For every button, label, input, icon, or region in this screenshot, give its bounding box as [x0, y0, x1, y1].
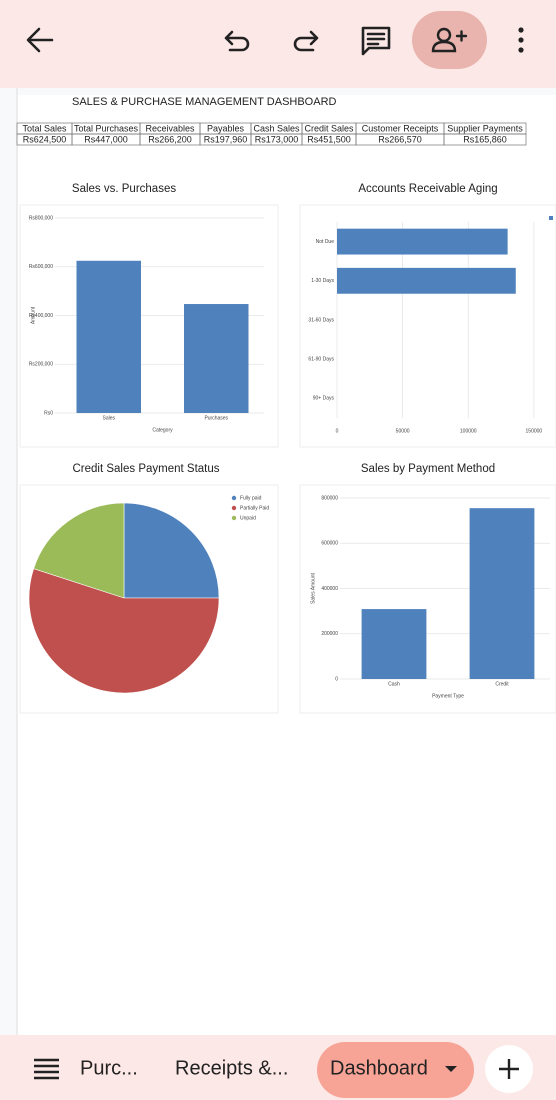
- value-cell: Rs266,200: [148, 134, 192, 144]
- back-button[interactable]: [26, 27, 54, 53]
- bar: [337, 228, 508, 255]
- legend-label: Fully paid: [240, 495, 262, 501]
- chart-title: Accounts Receivable Aging: [358, 183, 497, 195]
- active-tab[interactable]: [317, 1042, 474, 1098]
- chart-title: Sales vs. Purchases: [72, 183, 176, 195]
- sheet-tab[interactable]: Dashboard: [330, 1057, 428, 1079]
- x-tick-label: Cash: [388, 681, 400, 687]
- header-cell: Cash Sales: [253, 123, 300, 133]
- pie-slice: [123, 502, 220, 599]
- value-cell: Rs447,000: [84, 134, 128, 144]
- share-button[interactable]: [412, 11, 487, 69]
- tab-menu-arrow[interactable]: [445, 1066, 457, 1072]
- value-cell: Rs624,500: [23, 134, 67, 144]
- y-tick-label: 61-90 Days: [308, 357, 334, 363]
- row-gutter: [0, 88, 17, 1035]
- value-cell: Rs165,860: [463, 134, 507, 144]
- sheet-tab[interactable]: Purc...: [80, 1057, 138, 1079]
- bar: [469, 508, 535, 679]
- value-cell: Rs173,000: [255, 134, 299, 144]
- x-tick-label: Purchases: [204, 415, 228, 421]
- bar: [337, 267, 516, 294]
- x-tick-label: Credit: [495, 681, 509, 687]
- y-tick-label: Not Due: [316, 239, 335, 245]
- legend-label: Partially Paid: [240, 505, 269, 511]
- bar: [184, 304, 249, 413]
- y-tick-label: 1-30 Days: [311, 278, 334, 284]
- chart-title: Sales by Payment Method: [361, 463, 495, 475]
- y-tick-label: Rs600,000: [29, 264, 53, 270]
- header-cell: Customer Receipts: [362, 123, 439, 133]
- y-tick-label: Rs400,000: [29, 313, 53, 319]
- value-cell: Rs266,570: [378, 134, 422, 144]
- bar: [361, 609, 427, 679]
- y-tick-label: Rs800,000: [29, 215, 53, 221]
- y-tick-label: Rs200,000: [29, 362, 53, 368]
- add-icon: [499, 1059, 519, 1079]
- pie-slice: [28, 568, 220, 694]
- x-tick-label: Sales: [102, 415, 115, 421]
- y-axis-label: Amount: [30, 306, 36, 324]
- x-tick-label: 50000: [396, 428, 410, 434]
- header-cell: Credit Sales: [304, 123, 354, 133]
- y-tick-label: Rs0: [44, 410, 53, 416]
- header-cell: Supplier Payments: [447, 123, 523, 133]
- dashboard-title: SALES & PURCHASE MANAGEMENT DASHBOARD: [72, 96, 337, 108]
- y-tick-label: 0: [335, 676, 338, 682]
- legend-swatch: [549, 216, 553, 220]
- header-cell: Payables: [207, 123, 245, 133]
- header-cell: Total Purchases: [74, 123, 139, 133]
- legend-swatch: [231, 505, 237, 511]
- sheet-list-button[interactable]: [34, 1058, 59, 1080]
- y-tick-label: 200000: [321, 631, 338, 637]
- legend-label: Unpaid: [240, 515, 256, 521]
- y-tick-label: 31-60 Days: [308, 317, 334, 323]
- header-cell: Receivables: [145, 123, 195, 133]
- comment-button[interactable]: [361, 26, 391, 56]
- value-cell: Rs197,960: [204, 134, 248, 144]
- x-axis-label: Category: [152, 427, 173, 433]
- y-tick-label: 800000: [321, 495, 338, 501]
- pie-slice: [33, 502, 125, 599]
- x-tick-label: 150000: [526, 428, 543, 434]
- redo-button[interactable]: [293, 30, 319, 52]
- chart-title: Credit Sales Payment Status: [72, 463, 219, 475]
- more-button[interactable]: [518, 27, 524, 53]
- header-cell: Total Sales: [22, 123, 67, 133]
- sheet-tab[interactable]: Receipts &...: [175, 1057, 288, 1079]
- value-cell: Rs451,500: [307, 134, 351, 144]
- y-axis-label: Sales Amount: [310, 572, 316, 603]
- bar: [76, 260, 141, 413]
- table-cell: [443, 133, 527, 146]
- x-tick-label: 100000: [460, 428, 477, 434]
- y-tick-label: 90+ Days: [313, 396, 335, 402]
- legend-swatch: [231, 495, 237, 501]
- y-tick-label: 400000: [321, 586, 338, 592]
- column-header: [17, 88, 556, 95]
- x-tick-label: 0: [336, 428, 339, 434]
- legend-swatch: [231, 515, 237, 521]
- y-tick-label: 600000: [321, 541, 338, 547]
- x-axis-label: Payment Type: [432, 693, 464, 699]
- undo-button[interactable]: [224, 30, 250, 52]
